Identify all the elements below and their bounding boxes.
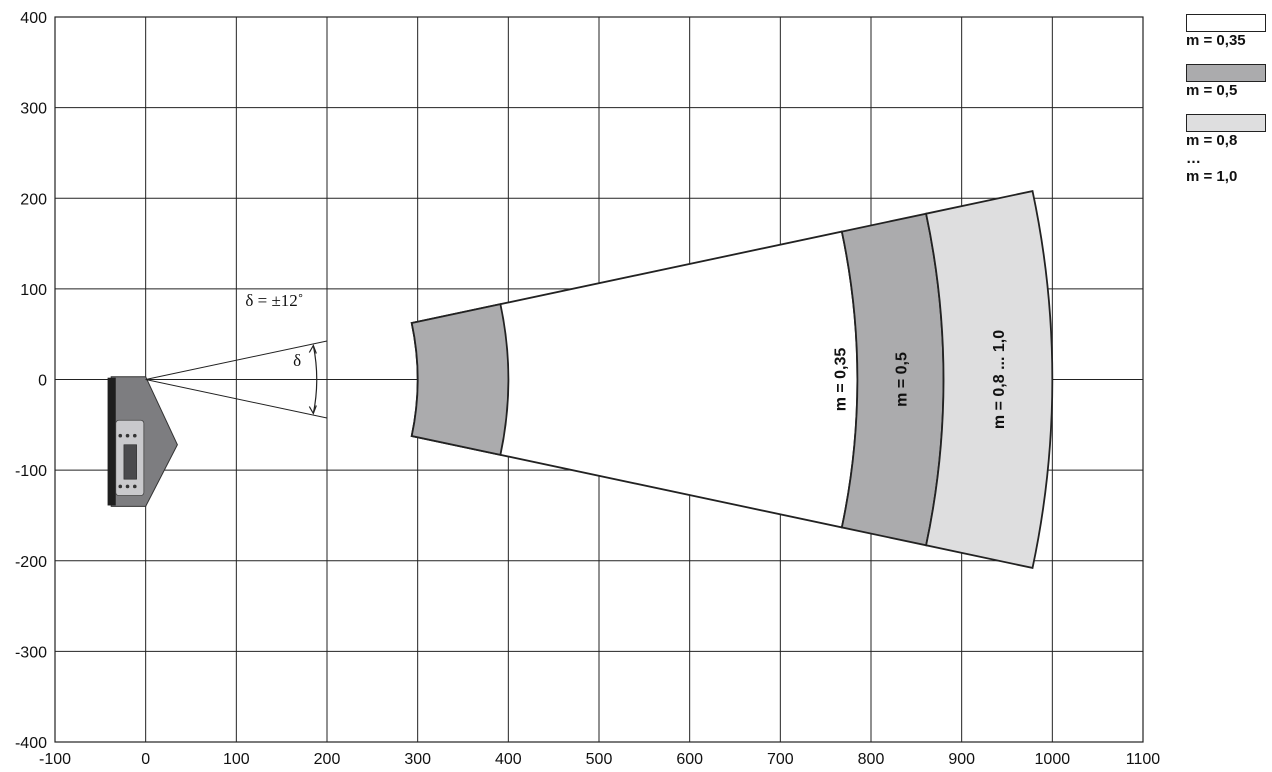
legend-swatch (1186, 64, 1266, 82)
x-tick-label: 700 (767, 751, 794, 768)
legend-item-m-05: m = 0,5 (1186, 64, 1272, 100)
angle-label: δ = ±12˚ (245, 291, 303, 310)
sensor-device-icon (107, 376, 178, 507)
zone-labels: m = 0,35 m = 0,5 m = 0,8 ... 1,0 (832, 330, 1008, 429)
beam-angle-indicator: δ δ = ±12˚ (145, 291, 328, 419)
zone-label: m = 0,35 (832, 348, 849, 412)
x-axis-tick-labels: -100 0 100 200 300 400 500 600 700 800 900 1000 1100 (39, 751, 1160, 768)
legend-label: … (1186, 150, 1201, 167)
legend-label: m = 0,35 (1186, 32, 1246, 49)
x-tick-label: 300 (404, 751, 431, 768)
angle-arc (312, 345, 318, 414)
legend-swatch (1186, 14, 1266, 32)
x-tick-label: 200 (314, 751, 341, 768)
y-tick-label: 0 (38, 373, 47, 390)
x-tick-label: 100 (223, 751, 250, 768)
beam-line-lower (145, 379, 328, 419)
x-tick-label: -100 (39, 751, 71, 768)
y-tick-label: -200 (15, 554, 47, 571)
arrowhead-lower (308, 405, 317, 415)
x-tick-label: 600 (676, 751, 703, 768)
x-tick-label: 500 (586, 751, 613, 768)
sensor-button (132, 433, 137, 438)
y-tick-label: 400 (20, 10, 47, 27)
sensor-button (125, 484, 130, 489)
sensor-back-plate (107, 377, 116, 506)
y-tick-label: -300 (15, 644, 47, 661)
delta-label: δ (293, 351, 301, 370)
zone-label: m = 0,5 (893, 352, 910, 407)
sensor-display (123, 444, 137, 480)
y-tick-label: -400 (15, 735, 47, 752)
x-tick-label: 900 (948, 751, 975, 768)
y-tick-label: 100 (20, 282, 47, 299)
x-tick-label: 800 (858, 751, 885, 768)
legend-label: m = 0,5 (1186, 82, 1238, 99)
x-tick-label: 1100 (1126, 751, 1161, 768)
zone-sector (410, 303, 510, 456)
plot-frame (54, 16, 1144, 743)
y-tick-label: -100 (15, 463, 47, 480)
x-tick-label: 1000 (1035, 751, 1071, 768)
legend-label: m = 0,8 (1186, 132, 1238, 149)
sensor-button (125, 433, 130, 438)
legend: m = 0,35 m = 0,5 m = 0,8 … m = 1,0 (1186, 14, 1272, 200)
zone-sector (925, 190, 1054, 569)
legend-item-m-08-10: m = 0,8 … m = 1,0 (1186, 114, 1272, 186)
sensor-button (118, 433, 123, 438)
arrowhead-upper (308, 344, 317, 354)
legend-label: m = 1,0 (1186, 168, 1238, 185)
zone-label: m = 0,8 ... 1,0 (991, 330, 1008, 429)
sensor-button (118, 484, 123, 489)
y-axis-tick-labels: 400 300 200 100 0 -100 -200 -300 -400 (15, 10, 47, 752)
sensor-button (132, 484, 137, 489)
y-tick-label: 200 (20, 191, 47, 208)
x-tick-label: 0 (141, 751, 150, 768)
legend-swatch (1186, 114, 1266, 132)
y-tick-label: 300 (20, 101, 47, 118)
detection-range-chart: m = 0,35 m = 0,5 m = 0,8 ... 1,0 δ δ = ±12˚… (15, 10, 1160, 768)
x-tick-label: 400 (495, 751, 522, 768)
detection-zones (410, 190, 1054, 569)
beam-line-upper (145, 340, 328, 380)
legend-item-m-035: m = 0,35 (1186, 14, 1272, 50)
